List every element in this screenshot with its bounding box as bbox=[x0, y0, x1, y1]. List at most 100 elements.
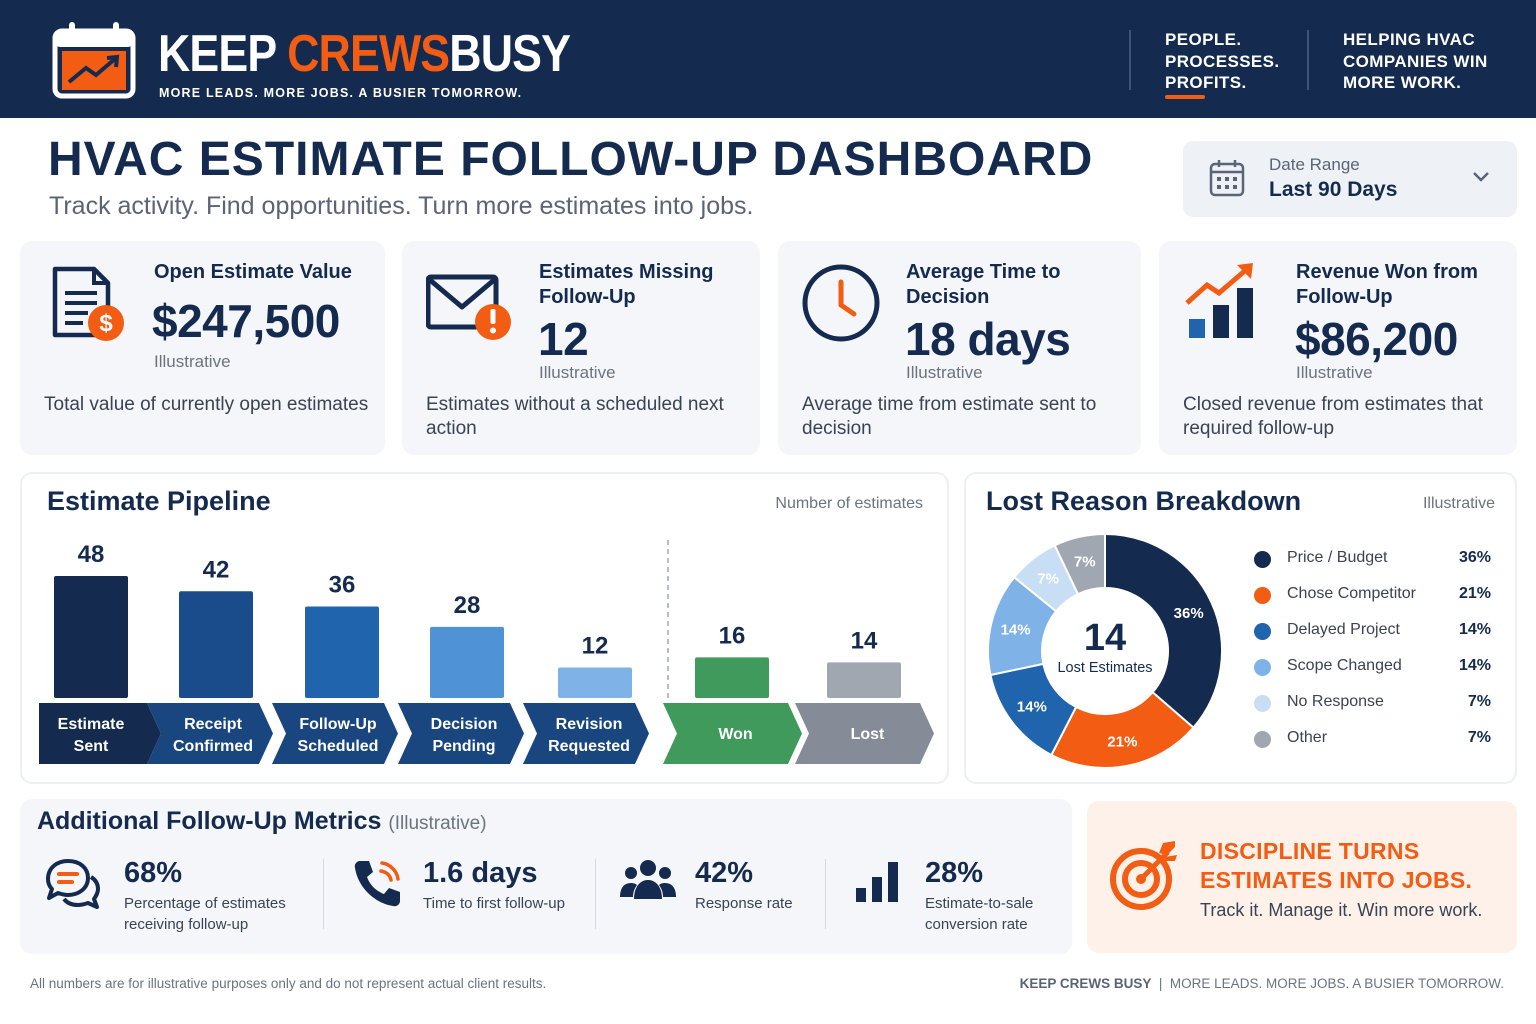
kpi-description: Total value of currently open estimates bbox=[44, 394, 369, 415]
pipeline-bar-value: 42 bbox=[203, 556, 230, 583]
legend-item: Chose Competitor 21% bbox=[1254, 583, 1494, 607]
slogan-underline bbox=[1165, 95, 1205, 99]
pipeline-stage-chevron bbox=[523, 703, 649, 764]
legend-percent: 7% bbox=[1467, 729, 1491, 746]
legend-swatch bbox=[1254, 659, 1271, 676]
pipeline-bar bbox=[827, 662, 901, 698]
people-icon bbox=[620, 860, 676, 899]
pipeline-axis-note: Number of estimates bbox=[775, 495, 923, 512]
kpi-label: Open Estimate Value bbox=[154, 261, 352, 283]
donut-slice-label: 14% bbox=[1017, 699, 1047, 716]
donut-slice-label: 14% bbox=[1001, 621, 1031, 638]
header-mission-block: HELPING HVAC COMPANIES WIN MORE WORK. bbox=[1343, 30, 1488, 92]
pipeline-stage-chevron bbox=[39, 703, 161, 764]
pipeline-stage-label: Confirmed bbox=[173, 738, 253, 755]
donut-center-label: Lost Estimates bbox=[1057, 660, 1152, 676]
clock-icon bbox=[802, 264, 880, 342]
envelope-alert-icon bbox=[426, 274, 511, 340]
header-divider bbox=[1307, 30, 1309, 90]
pipeline-title: Estimate Pipeline bbox=[47, 486, 271, 516]
legend-label: Delayed Project bbox=[1287, 621, 1400, 638]
target-icon bbox=[1110, 841, 1177, 910]
metric-value: 1.6 days bbox=[423, 857, 538, 889]
calendar-icon bbox=[1209, 160, 1245, 197]
pipeline-bar-value: 48 bbox=[78, 541, 105, 568]
legend-percent: 36% bbox=[1458, 549, 1491, 566]
pipeline-stage-label: Revision bbox=[556, 716, 623, 733]
metrics-title: Additional Follow-Up Metrics (Illustrati… bbox=[37, 807, 487, 835]
pipeline-bar-value: 36 bbox=[329, 572, 356, 599]
pipeline-bar bbox=[54, 576, 128, 698]
pipeline-stage-label: Won bbox=[718, 726, 752, 743]
legend-label: Chose Competitor bbox=[1287, 585, 1416, 602]
metric-divider bbox=[323, 859, 324, 929]
pipeline-bar-value: 28 bbox=[454, 592, 481, 619]
legend-item: No Response 7% bbox=[1254, 691, 1494, 715]
calendar-trend-logo-icon bbox=[52, 22, 136, 99]
kpi-card-time-to-decision: Average Time to Decision 18 days Illustr… bbox=[778, 241, 1141, 455]
kpi-note: Illustrative bbox=[1296, 363, 1373, 382]
pipeline-stage-label: Requested bbox=[548, 738, 630, 755]
pipeline-bar bbox=[305, 606, 379, 698]
kpi-card-missing-follow-up: Estimates Missing Follow-Up 12 Illustrat… bbox=[402, 241, 760, 455]
metric-description: Response rate bbox=[695, 895, 793, 912]
additional-metrics-panel: Additional Follow-Up Metrics (Illustrati… bbox=[20, 799, 1072, 954]
kpi-note: Illustrative bbox=[906, 363, 983, 382]
callout-subtext: Track it. Manage it. Win more work. bbox=[1200, 900, 1483, 920]
discipline-callout: DISCIPLINE TURNS ESTIMATES INTO JOBS. Tra… bbox=[1087, 801, 1517, 953]
metric-description: Percentage of estimates receiving follow-… bbox=[124, 895, 286, 933]
kpi-label: Average Time to Decision bbox=[906, 261, 1061, 308]
header-slogan-block: PEOPLE. PROCESSES. PROFITS. bbox=[1165, 30, 1280, 92]
header-divider bbox=[1129, 30, 1131, 90]
chat-icon bbox=[46, 859, 100, 909]
pipeline-bar bbox=[558, 667, 632, 698]
kpi-label: Estimates Missing Follow-Up bbox=[539, 261, 714, 308]
legend-swatch bbox=[1254, 731, 1271, 748]
legend-percent: 21% bbox=[1458, 585, 1491, 602]
legend-percent: 14% bbox=[1458, 621, 1491, 638]
page-title: HVAC ESTIMATE FOLLOW-UP DASHBOARD bbox=[48, 133, 1094, 186]
bar-chart-icon bbox=[856, 862, 898, 902]
pipeline-stage-label: Lost bbox=[851, 726, 885, 743]
footer-disclaimer: All numbers are for illustrative purpose… bbox=[30, 976, 547, 991]
growth-chart-icon bbox=[1185, 263, 1253, 338]
pipeline-stage-chevron bbox=[663, 703, 802, 764]
date-range-dropdown[interactable]: Date Range Last 90 Days bbox=[1183, 141, 1517, 217]
brand-wordmark: KEEP CREWSBUSY bbox=[158, 25, 571, 83]
legend-swatch bbox=[1254, 551, 1271, 568]
brand-tagline: MORE LEADS. MORE JOBS. A BUSIER TOMORROW… bbox=[159, 86, 523, 100]
pipeline-stage-chevron bbox=[272, 703, 398, 764]
legend-item: Other 7% bbox=[1254, 727, 1494, 751]
kpi-value: $247,500 bbox=[152, 295, 340, 347]
pipeline-stage-chevron bbox=[147, 703, 273, 764]
metric-value: 42% bbox=[695, 857, 754, 889]
page-subtitle: Track activity. Find opportunities. Turn… bbox=[49, 192, 754, 220]
legend-swatch bbox=[1254, 587, 1271, 604]
kpi-description: Average time from estimate sent to decis… bbox=[802, 394, 1097, 439]
metric-description: Estimate-to-sale conversion rate bbox=[925, 895, 1034, 933]
legend-item: Price / Budget 36% bbox=[1254, 547, 1494, 571]
metric-divider bbox=[595, 859, 596, 929]
donut-hole bbox=[1042, 588, 1168, 714]
donut-slice-label: 21% bbox=[1107, 733, 1137, 750]
pipeline-bar-value: 14 bbox=[851, 627, 878, 654]
date-range-value: Last 90 Days bbox=[1269, 178, 1398, 201]
kpi-value: 12 bbox=[538, 313, 589, 365]
metric-value: 68% bbox=[124, 857, 183, 889]
phone-icon bbox=[354, 861, 400, 907]
kpi-card-open-estimate-value: $ Open Estimate Value $247,500 Illustrat… bbox=[20, 241, 385, 455]
donut-center-value: 14 bbox=[1084, 617, 1126, 659]
lost-reason-note: Illustrative bbox=[1422, 495, 1495, 512]
legend-label: Price / Budget bbox=[1287, 549, 1388, 566]
pipeline-stage-label: Follow-Up bbox=[299, 716, 377, 733]
callout-headline: DISCIPLINE TURNS ESTIMATES INTO JOBS. bbox=[1200, 838, 1473, 893]
pipeline-stage-label: Estimate bbox=[58, 716, 125, 733]
kpi-description: Closed revenue from estimates that requi… bbox=[1183, 394, 1483, 439]
pipeline-bar-value: 16 bbox=[719, 622, 746, 649]
legend-swatch bbox=[1254, 623, 1271, 640]
pipeline-bar bbox=[695, 657, 769, 698]
pipeline-stage-chevron bbox=[795, 703, 934, 764]
metric-divider bbox=[825, 859, 826, 929]
pipeline-bar bbox=[430, 626, 504, 698]
